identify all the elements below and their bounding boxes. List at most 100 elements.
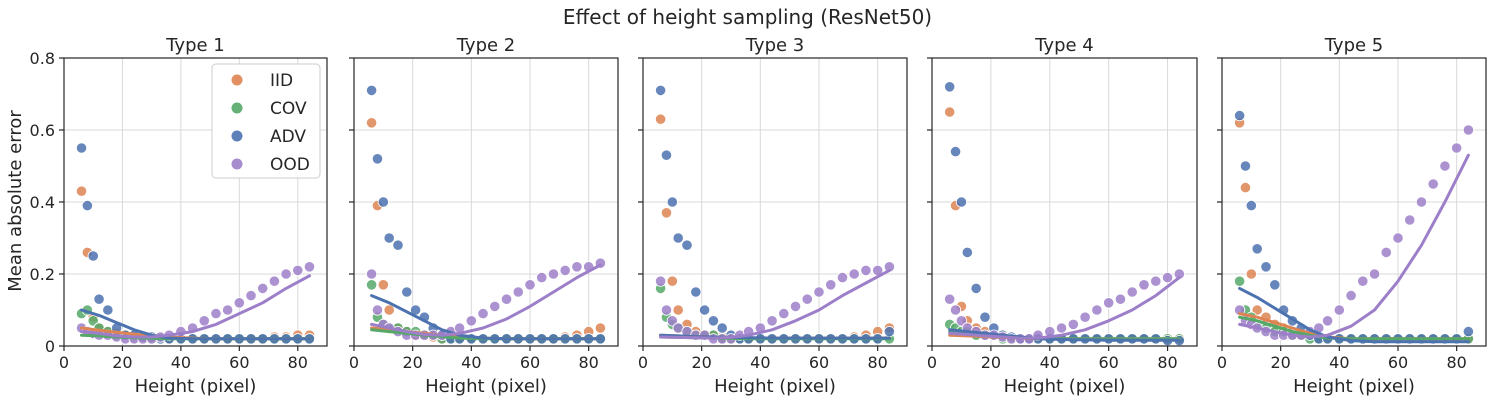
trend-line-adv <box>1238 286 1470 344</box>
point-ood <box>789 300 802 312</box>
point-adv <box>883 325 896 338</box>
data-marks <box>365 84 607 345</box>
legend-marker-ood <box>231 158 243 170</box>
point-adv <box>666 196 678 208</box>
y-axis-label: Mean absolute error <box>5 110 26 292</box>
x-tick-label: 60 <box>229 353 249 372</box>
x-tick-label: 80 <box>1157 353 1177 372</box>
point-iid <box>660 207 673 219</box>
x-axis-ticks: 0 20 40 60 80 <box>1217 346 1467 372</box>
panel-type-3: Type 3 0 20 40 60 80 Height (pixel) <box>638 35 908 397</box>
x-tick-label: 20 <box>691 353 711 372</box>
point-adv <box>970 282 982 294</box>
point-ood <box>848 268 860 280</box>
y-tick-label: 0.4 <box>30 193 55 212</box>
point-ood <box>465 315 477 327</box>
point-ood <box>292 264 304 276</box>
point-adv <box>377 196 389 208</box>
x-tick-label: 40 <box>1329 353 1349 372</box>
point-iid <box>654 113 667 125</box>
point-ood <box>1404 214 1416 226</box>
point-ood <box>257 282 269 294</box>
point-adv <box>955 196 968 208</box>
point-iid <box>594 322 607 334</box>
point-ood <box>955 315 968 327</box>
point-adv <box>681 239 693 251</box>
point-ood <box>210 307 222 320</box>
point-iid <box>672 304 684 316</box>
x-tick-label: 0 <box>638 353 648 372</box>
x-axis-ticks: 0 20 40 60 80 <box>927 346 1178 372</box>
point-iid <box>1251 304 1263 316</box>
x-axis-label: Height (pixel) <box>1004 376 1126 397</box>
legend-frame <box>211 63 321 179</box>
point-adv <box>672 232 684 244</box>
point-ood <box>1345 289 1357 302</box>
panel-title: Type 5 <box>1324 35 1384 56</box>
point-ood <box>268 275 280 287</box>
point-adv <box>698 304 711 316</box>
point-ood <box>801 293 813 305</box>
point-ood <box>1462 124 1475 136</box>
x-tick-label: 40 <box>171 353 191 372</box>
point-ood <box>1150 275 1162 287</box>
point-adv <box>81 200 93 212</box>
point-ood <box>660 304 673 316</box>
x-tick-label: 40 <box>750 353 770 372</box>
point-ood <box>1415 196 1428 208</box>
point-ood <box>825 279 837 291</box>
x-tick-label: 0 <box>349 353 359 372</box>
x-axis-label: Height (pixel) <box>714 376 836 397</box>
point-adv <box>93 293 105 305</box>
panel-type-5: Type 5 0 20 40 60 80 Height (pixel) <box>1217 35 1487 397</box>
legend-marker-iid <box>231 74 243 86</box>
x-tick-label: 20 <box>402 353 422 372</box>
trend-line-adv <box>80 308 311 341</box>
point-adv <box>716 322 728 334</box>
trend-line-ood <box>948 276 1181 340</box>
point-adv <box>660 149 673 161</box>
legend: IID COV ADV OOD <box>211 63 321 179</box>
legend-label-adv: ADV <box>270 127 306 147</box>
point-ood <box>303 261 316 273</box>
point-ood <box>949 304 962 316</box>
point-ood <box>477 307 489 320</box>
point-ood <box>1234 304 1246 316</box>
point-ood <box>365 268 378 280</box>
point-ood <box>813 286 825 298</box>
panel-title: Type 3 <box>745 35 805 56</box>
point-ood <box>1333 304 1345 316</box>
y-axis-ticks <box>1217 57 1222 347</box>
point-ood <box>778 307 790 320</box>
data-marks <box>75 142 316 345</box>
point-ood <box>1451 142 1463 154</box>
point-ood <box>524 279 536 291</box>
y-axis-ticks <box>349 57 354 347</box>
x-axis-ticks: 0 20 40 60 80 <box>59 346 308 372</box>
point-ood <box>1091 304 1103 316</box>
trend-line-ood <box>1238 153 1470 339</box>
point-iid <box>377 279 389 291</box>
point-adv <box>365 84 378 97</box>
point-adv <box>961 246 973 258</box>
panel-type-1: Type 1 0 20 40 60 80 0 0.2 0.4 0.6 0.8 Height (p… <box>30 35 328 397</box>
point-adv <box>949 146 962 158</box>
point-adv <box>102 304 114 316</box>
point-ood <box>489 300 501 312</box>
panel-title: Type 4 <box>1034 35 1094 56</box>
point-ood <box>1138 279 1150 291</box>
point-adv <box>75 142 88 154</box>
trend-line-ood <box>659 268 891 340</box>
x-axis-label: Height (pixel) <box>135 376 257 397</box>
point-iid <box>383 304 395 316</box>
point-ood <box>512 286 524 298</box>
point-cov <box>87 315 99 327</box>
point-adv <box>690 286 702 298</box>
point-iid <box>75 185 88 197</box>
x-tick-label: 60 <box>1098 353 1118 372</box>
point-ood <box>654 275 667 287</box>
figure-title: Effect of height sampling (ResNet50) <box>563 5 932 29</box>
x-tick-label: 80 <box>867 353 887 372</box>
data-marks <box>944 81 1185 347</box>
point-cov <box>365 279 378 291</box>
